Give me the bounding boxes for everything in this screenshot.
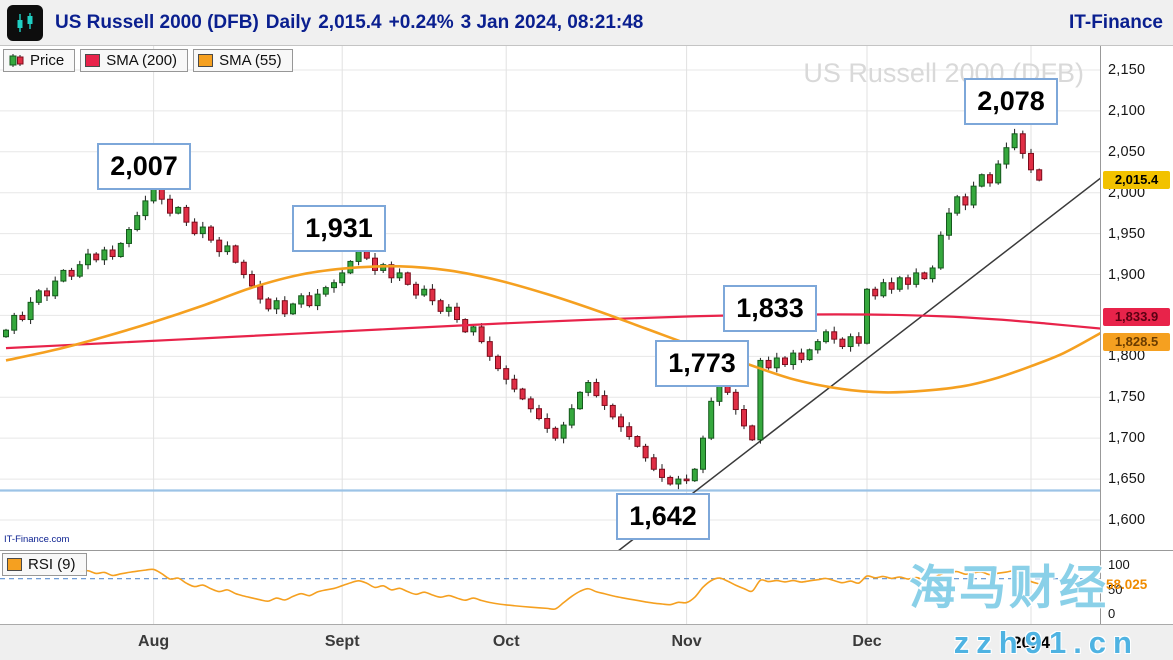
legend-chip-price[interactable]: Price bbox=[3, 49, 76, 72]
price-axis-label: 1,750 bbox=[1108, 389, 1146, 406]
last-price: 2,015.4 bbox=[318, 11, 382, 33]
price-annotation[interactable]: 2,007 bbox=[97, 143, 191, 190]
change-percent: +0.24% bbox=[388, 11, 454, 33]
legend-chip-sma55[interactable]: SMA (55) bbox=[193, 49, 293, 72]
instrument-name: US Russell 2000 (DFB) bbox=[55, 11, 259, 33]
price-axis-label: 2,150 bbox=[1108, 61, 1146, 78]
x-axis-month-label: Sept bbox=[324, 633, 360, 650]
price-chart-svg[interactable] bbox=[0, 46, 1100, 550]
price-annotation[interactable]: 1,931 bbox=[292, 205, 386, 252]
legend-sma200-label: SMA (200) bbox=[106, 52, 178, 69]
x-axis-month-label: 2024 bbox=[1012, 633, 1050, 652]
price-axis-label: 2,100 bbox=[1108, 102, 1146, 119]
legend-chip-rsi[interactable]: RSI (9) bbox=[2, 553, 87, 576]
x-axis-month-label: Nov bbox=[671, 633, 702, 650]
legend-price-label: Price bbox=[30, 52, 65, 69]
price-axis-label: 1,950 bbox=[1108, 225, 1146, 242]
header-bar: US Russell 2000 (DFB) Daily 2,015.4 +0.2… bbox=[0, 0, 1173, 46]
candlestick-glyph bbox=[17, 12, 33, 32]
legend-sma55-label: SMA (55) bbox=[219, 52, 282, 69]
sma55-swatch-icon bbox=[198, 54, 214, 67]
price-axis-label: 2,050 bbox=[1108, 143, 1146, 160]
sma55-value-badge: 1,828.5 bbox=[1103, 333, 1170, 352]
sma200-value-badge: 1,833.9 bbox=[1103, 307, 1170, 326]
x-axis-month-label: Dec bbox=[852, 633, 882, 650]
price-series-icon bbox=[9, 54, 24, 67]
price-annotation[interactable]: 2,078 bbox=[964, 78, 1058, 125]
price-axis-label: 1,700 bbox=[1108, 430, 1146, 447]
legend-rsi-label: RSI (9) bbox=[28, 556, 76, 573]
rsi-chart-svg[interactable] bbox=[0, 551, 1100, 624]
candlestick-logo-icon[interactable] bbox=[7, 4, 43, 41]
price-annotation[interactable]: 1,833 bbox=[723, 285, 817, 332]
rsi-axis-label: 0 bbox=[1108, 606, 1116, 621]
price-annotation[interactable]: 1,642 bbox=[616, 493, 710, 540]
x-axis-month-label: Aug bbox=[138, 633, 170, 650]
rsi-legend: RSI (9) bbox=[2, 553, 87, 576]
x-axis-month-label: Oct bbox=[492, 633, 520, 650]
price-value-badge: 2,015.4 bbox=[1103, 171, 1170, 190]
sma200-swatch-icon bbox=[85, 54, 101, 67]
price-axis-label: 1,800 bbox=[1108, 348, 1146, 365]
it-finance-brand: IT-Finance bbox=[1069, 11, 1163, 33]
time-axis[interactable]: Aug Sept Oct Nov Dec 2024 bbox=[0, 624, 1173, 660]
datetime-label: 3 Jan 2024, 08:21:48 bbox=[460, 11, 644, 33]
rsi-panel[interactable]: RSI (9) bbox=[0, 550, 1100, 624]
cn-watermark: 海马财经 bbox=[909, 561, 1109, 614]
rsi-axis-label: 50 bbox=[1108, 581, 1123, 597]
price-annotation[interactable]: 1,773 bbox=[655, 340, 749, 387]
url-watermark: zzh91.cn bbox=[953, 625, 1139, 660]
price-panel[interactable]: US Russell 2000 (DFB) Price SMA (200) SM… bbox=[0, 46, 1100, 550]
price-axis-label: 1,600 bbox=[1108, 511, 1146, 528]
price-axis[interactable]: 2,1502,1002,0502,0001,9501,9001,8501,800… bbox=[1100, 46, 1173, 550]
chart-title: US Russell 2000 (DFB) Daily 2,015.4 +0.2… bbox=[55, 12, 643, 34]
rsi-axis[interactable]: 100 50 0 58.025 bbox=[1100, 550, 1173, 624]
price-axis-label: 1,900 bbox=[1108, 266, 1146, 283]
timeframe-label: Daily bbox=[265, 11, 312, 33]
legend-chip-sma200[interactable]: SMA (200) bbox=[80, 49, 189, 72]
rsi-axis-label: 100 bbox=[1108, 557, 1130, 572]
price-axis-label: 1,650 bbox=[1108, 471, 1146, 488]
price-legend: Price SMA (200) SMA (55) bbox=[3, 49, 293, 72]
rsi-current-value: 58.025 bbox=[1106, 576, 1148, 592]
site-credit: IT-Finance.com bbox=[4, 534, 70, 545]
rsi-swatch-icon bbox=[7, 558, 22, 571]
